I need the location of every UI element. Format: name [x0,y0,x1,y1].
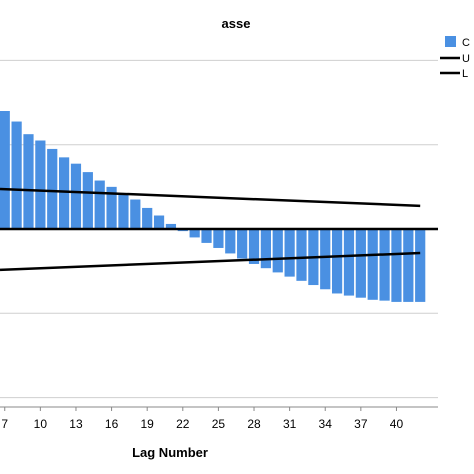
bar-lag-41 [403,229,414,302]
x-tick-label-37: 37 [354,417,368,431]
chart-title: asse [222,16,251,31]
bar-lag-11 [47,148,58,229]
bar-lag-29 [260,229,271,269]
x-tick-label-40: 40 [390,417,404,431]
x-tick-label-7: 7 [1,417,8,431]
bar-lag-30 [272,229,283,273]
bar-lag-17 [118,193,129,229]
bar-lag-20 [153,215,165,229]
bar-lag-9 [23,134,34,229]
x-tick-label-28: 28 [247,417,261,431]
bar-lag-34 [320,229,331,290]
bar-lag-7 [0,111,10,229]
x-tick-label-34: 34 [319,417,333,431]
x-tick-label-16: 16 [105,417,119,431]
bar-lag-35 [332,229,343,294]
x-tick-label-22: 22 [176,417,190,431]
legend-label-c: C [462,37,470,49]
bar-lag-15 [94,180,105,229]
bar-lag-36 [343,229,355,296]
x-tick-label-31: 31 [283,417,297,431]
bar-lag-40 [391,229,402,302]
bar-lag-27 [237,229,248,259]
bar-lag-38 [367,229,378,300]
legend-label-u: U [462,53,470,65]
bar-lag-28 [248,229,260,264]
legend: C U L [440,36,470,80]
bar-lag-23 [189,229,200,238]
bar-lag-10 [35,140,46,229]
bar-lag-19 [142,207,153,229]
bar-lag-39 [379,229,390,301]
legend-swatch-c [445,36,456,47]
grid-lines [0,59,438,399]
bar-lag-12 [58,157,70,229]
bar-lag-24 [201,229,212,243]
bar-lag-37 [355,229,366,298]
bar-lag-25 [213,229,224,248]
x-tick-label-19: 19 [141,417,155,431]
bar-lag-16 [106,186,117,229]
bar-lag-8 [11,121,22,229]
legend-label-l: L [462,68,468,80]
bar-series [0,111,426,302]
bar-lag-32 [296,229,307,281]
bar-lag-13 [70,163,82,229]
upper-confidence-limit [0,187,421,208]
bar-lag-21 [165,223,177,229]
x-tick-label-10: 10 [34,417,48,431]
x-axis-label: Lag Number [132,445,208,460]
bar-lag-18 [130,199,141,229]
x-tick-label-25: 25 [212,417,226,431]
bar-lag-14 [82,172,93,229]
x-tick-label-13: 13 [69,417,83,431]
x-axis-ticks: 7 10 13 16 19 22 25 28 31 34 37 40 [1,407,403,431]
lower-confidence-limit [0,251,421,272]
bar-lag-31 [284,229,295,277]
bar-lag-42 [415,229,426,302]
bar-lag-26 [225,229,236,254]
